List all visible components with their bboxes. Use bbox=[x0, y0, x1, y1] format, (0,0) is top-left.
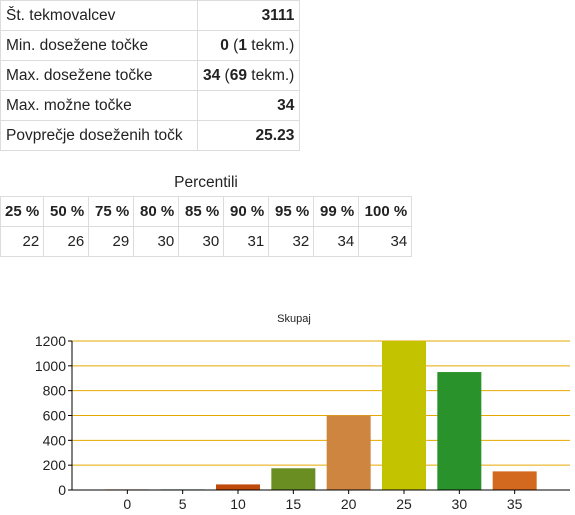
stats-label: Povprečje doseženih točk bbox=[0, 120, 198, 151]
x-tick-label: 0 bbox=[123, 496, 131, 512]
histogram-bar bbox=[437, 372, 482, 490]
y-tick-label: 1000 bbox=[35, 358, 66, 374]
percentile-value: 26 bbox=[43, 226, 90, 257]
percentile-header: 100 % bbox=[358, 196, 413, 227]
x-tick-label: 35 bbox=[507, 496, 523, 512]
percentile-value: 34 bbox=[313, 226, 360, 257]
x-tick-label: 10 bbox=[230, 496, 246, 512]
stats-row: Min. dosežene točke 0 (1 tekm.) bbox=[0, 30, 301, 61]
histogram-bar bbox=[382, 341, 426, 490]
histogram-bar bbox=[216, 484, 260, 490]
percentile-value: 34 bbox=[358, 226, 413, 257]
stats-value: 0 (1 tekm.) bbox=[196, 30, 301, 61]
percentile-value: 30 bbox=[133, 226, 180, 257]
percentile-header: 25 % bbox=[0, 196, 45, 227]
stats-value: 3111 bbox=[196, 0, 301, 31]
y-tick-label: 1200 bbox=[35, 333, 66, 349]
x-tick-label: 30 bbox=[452, 496, 468, 512]
stats-label: Max. možne točke bbox=[0, 90, 198, 121]
stats-label: Št. tekmovalcev bbox=[0, 0, 198, 31]
x-tick-label: 5 bbox=[179, 496, 187, 512]
percentile-header: 85 % bbox=[178, 196, 225, 227]
histogram-bar bbox=[492, 471, 537, 490]
percentile-header: 90 % bbox=[223, 196, 270, 227]
percentiles-title: Percentili bbox=[174, 174, 238, 191]
histogram-chart: Skupaj 0 200 400 600 800 1000 1200 0 5 10 15 20 25 30 3… bbox=[35, 313, 570, 512]
percentile-value: 30 bbox=[178, 226, 225, 257]
percentile-header: 80 % bbox=[133, 196, 180, 227]
x-tick-label: 15 bbox=[286, 496, 302, 512]
y-tick-label: 800 bbox=[43, 383, 67, 399]
stats-row: Št. tekmovalcev 3111 bbox=[0, 0, 301, 31]
stats-label: Max. dosežene točke bbox=[0, 60, 198, 91]
percentile-value: 29 bbox=[88, 226, 135, 257]
percentile-header: 99 % bbox=[313, 196, 360, 227]
stats-label: Min. dosežene točke bbox=[0, 30, 198, 61]
stats-table: Št. tekmovalcev 3111 Min. dosežene točke 0 … bbox=[0, 0, 301, 151]
percentile-header: 75 % bbox=[88, 196, 135, 227]
stats-value: 25.23 bbox=[196, 120, 301, 151]
percentile-header: 95 % bbox=[268, 196, 315, 227]
y-tick-label: 600 bbox=[43, 408, 67, 424]
histogram-bar bbox=[326, 415, 371, 490]
percentile-value: 31 bbox=[223, 226, 270, 257]
chart-title: Skupaj bbox=[277, 313, 311, 325]
y-tick-label: 400 bbox=[43, 432, 67, 448]
stats-row: Max. možne točke 34 bbox=[0, 90, 301, 121]
percentiles-table: 25 % 50 % 75 % 80 % 85 % 90 % 95 % 99 % 100 % 22… bbox=[0, 196, 413, 257]
y-tick-label: 200 bbox=[43, 457, 67, 473]
percentile-value: 22 bbox=[0, 226, 45, 257]
y-tick-label: 0 bbox=[58, 482, 66, 498]
stats-row: Max. dosežene točke 34 (69 tekm.) bbox=[0, 60, 301, 91]
stats-value: 34 (69 tekm.) bbox=[196, 60, 301, 91]
percentile-value: 32 bbox=[268, 226, 315, 257]
histogram-bar bbox=[271, 468, 316, 490]
percentile-header: 50 % bbox=[43, 196, 90, 227]
x-tick-label: 20 bbox=[341, 496, 357, 512]
stats-row: Povprečje doseženih točk 25.23 bbox=[0, 120, 301, 151]
stats-value: 34 bbox=[196, 90, 301, 121]
x-tick-label: 25 bbox=[396, 496, 412, 512]
